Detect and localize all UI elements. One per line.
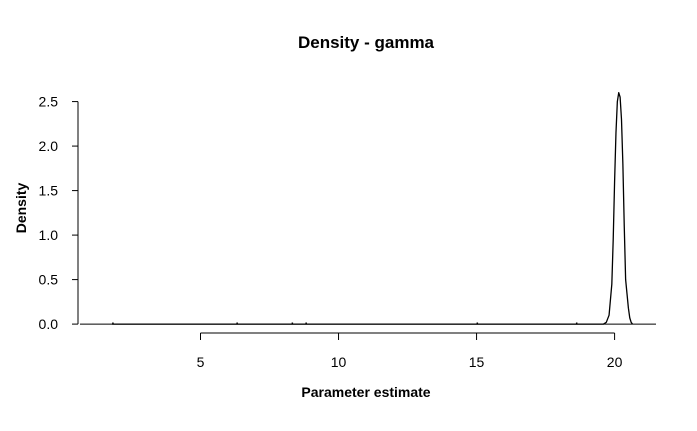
x-tick-label: 5: [197, 354, 205, 370]
y-tick-label: 0.5: [39, 272, 59, 288]
y-tick-label: 1.0: [39, 227, 59, 243]
y-tick-label: 2.5: [39, 94, 59, 110]
x-axis-ticks: 5 10 15 20: [197, 333, 623, 370]
x-tick-label: 15: [469, 354, 485, 370]
y-tick-label: 1.5: [39, 183, 59, 199]
x-tick-label: 20: [607, 354, 623, 370]
x-axis-title: Parameter estimate: [301, 384, 430, 400]
chart-title: Density - gamma: [298, 33, 435, 52]
y-tick-label: 0.0: [39, 316, 59, 332]
density-curve: [112, 92, 634, 325]
y-axis-title: Density: [13, 183, 29, 234]
y-tick-label: 2.0: [39, 138, 59, 154]
y-axis-ticks: 0.0 0.5 1.0 1.5 2.0 2.5: [39, 94, 78, 332]
series-layer: [112, 92, 634, 325]
x-tick-label: 10: [331, 354, 347, 370]
